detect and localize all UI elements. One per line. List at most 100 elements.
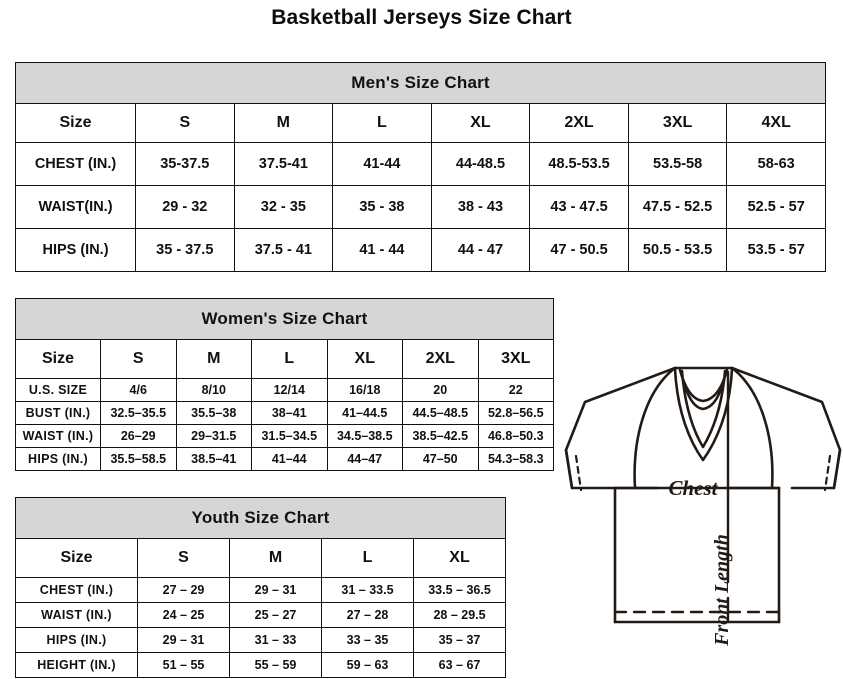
mens-hips-2xl: 47 - 50.5 <box>529 228 629 272</box>
womens-hips-m: 38.5–41 <box>175 447 252 471</box>
chest-measurement-label: Chest <box>668 476 718 500</box>
womens-bust-l: 38–41 <box>251 401 328 425</box>
mens-header-size: Size <box>15 103 136 143</box>
mens-chest-l: 41-44 <box>332 142 432 186</box>
youth-header-size: Size <box>15 538 138 578</box>
womens-header-s: S <box>100 339 177 379</box>
youth-header-row: Size S M L XL <box>15 538 507 578</box>
mens-waist-m: 32 - 35 <box>233 185 334 229</box>
womens-waist-l: 31.5–34.5 <box>251 424 328 448</box>
youth-row-label-waist: WAIST (IN.) <box>15 602 138 628</box>
womens-ussize-l: 12/14 <box>251 378 328 402</box>
womens-bust-2xl: 44.5–48.5 <box>402 401 479 425</box>
table-row: HEIGHT (IN.) 51 – 55 55 – 59 59 – 63 63 … <box>15 652 507 678</box>
youth-waist-xl: 28 – 29.5 <box>412 602 507 628</box>
mens-hips-s: 35 - 37.5 <box>135 228 235 272</box>
right-cuff-edge <box>832 448 842 490</box>
youth-band-row: Youth Size Chart <box>14 497 507 539</box>
mens-row-label-waist: WAIST(IN.) <box>15 185 136 229</box>
table-row: WAIST(IN.) 29 - 32 32 - 35 35 - 38 38 - … <box>15 185 826 229</box>
womens-waist-xl: 34.5–38.5 <box>326 424 403 448</box>
womens-header-xl: XL <box>326 339 403 379</box>
mens-header-4xl: 4XL <box>726 103 826 143</box>
mens-chest-xl: 44-48.5 <box>430 142 531 186</box>
youth-waist-m: 25 – 27 <box>229 602 322 628</box>
mens-size-chart-table: Men's Size Chart Size S M L XL 2XL 3XL 4… <box>15 62 826 272</box>
page-title: Basketball Jerseys Size Chart <box>271 6 572 29</box>
womens-hips-3xl: 54.3–58.3 <box>477 447 555 471</box>
womens-ussize-2xl: 20 <box>402 378 479 402</box>
womens-hips-l: 41–44 <box>251 447 328 471</box>
womens-bust-m: 35.5–38 <box>175 401 252 425</box>
left-armhole-seam <box>633 366 677 490</box>
table-row: U.S. SIZE 4/6 8/10 12/14 16/18 20 22 <box>15 378 555 402</box>
youth-row-label-hips: HIPS (IN.) <box>15 627 138 653</box>
mens-hips-3xl: 50.5 - 53.5 <box>627 228 728 272</box>
womens-bust-xl: 41–44.5 <box>326 401 403 425</box>
mens-waist-l: 35 - 38 <box>332 185 432 229</box>
youth-height-m: 55 – 59 <box>229 652 322 678</box>
youth-waist-s: 24 – 25 <box>137 602 230 628</box>
mens-waist-3xl: 47.5 - 52.5 <box>627 185 728 229</box>
womens-row-label-waist: WAIST (IN.) <box>15 424 101 448</box>
front-length-measurement-label: Front Length <box>711 534 733 647</box>
womens-band-row: Women's Size Chart <box>14 298 555 340</box>
womens-hips-2xl: 47–50 <box>402 447 479 471</box>
youth-row-label-height: HEIGHT (IN.) <box>15 652 138 678</box>
right-armhole-seam <box>730 366 774 490</box>
youth-row-label-chest: CHEST (IN.) <box>15 577 138 603</box>
mens-hips-xl: 44 - 47 <box>430 228 531 272</box>
table-row: CHEST (IN.) 35-37.5 37.5-41 41-44 44-48.… <box>15 142 826 186</box>
womens-ussize-s: 4/6 <box>100 378 177 402</box>
womens-ussize-m: 8/10 <box>175 378 252 402</box>
mens-header-m: M <box>233 103 334 143</box>
womens-ussize-3xl: 22 <box>477 378 555 402</box>
youth-height-xl: 63 – 67 <box>412 652 507 678</box>
mens-waist-4xl: 52.5 - 57 <box>726 185 826 229</box>
youth-hips-xl: 35 – 37 <box>412 627 507 653</box>
mens-header-l: L <box>332 103 432 143</box>
table-row: WAIST (IN.) 24 – 25 25 – 27 27 – 28 28 –… <box>15 602 507 628</box>
womens-header-size: Size <box>15 339 101 379</box>
left-cuff-stitch-dashed <box>574 454 583 492</box>
left-cuff-edge <box>564 448 574 490</box>
youth-hips-s: 29 – 31 <box>137 627 230 653</box>
mens-chest-3xl: 53.5-58 <box>627 142 728 186</box>
youth-size-chart-table: Youth Size Chart Size S M L XL CHEST (IN… <box>14 497 507 678</box>
mens-chest-2xl: 48.5-53.5 <box>529 142 629 186</box>
womens-header-row: Size S M L XL 2XL 3XL <box>15 339 555 379</box>
mens-band-row: Men's Size Chart <box>15 62 826 104</box>
womens-ussize-xl: 16/18 <box>326 378 403 402</box>
mens-hips-l: 41 - 44 <box>332 228 432 272</box>
womens-header-2xl: 2XL <box>402 339 479 379</box>
youth-header-m: M <box>229 538 322 578</box>
youth-hips-l: 33 – 35 <box>321 627 414 653</box>
womens-size-chart-table: Women's Size Chart Size S M L XL 2XL 3XL… <box>14 298 555 471</box>
womens-row-label-bust: BUST (IN.) <box>15 401 101 425</box>
table-row: HIPS (IN.) 35.5–58.5 38.5–41 41–44 44–47… <box>15 447 555 471</box>
womens-header-l: L <box>251 339 328 379</box>
mens-band-title: Men's Size Chart <box>15 62 826 104</box>
womens-row-label-hips: HIPS (IN.) <box>15 447 101 471</box>
table-row: CHEST (IN.) 27 – 29 29 – 31 31 – 33.5 33… <box>15 577 507 603</box>
womens-waist-3xl: 46.8–50.3 <box>477 424 555 448</box>
mens-chest-s: 35-37.5 <box>135 142 235 186</box>
vneck-inner-collar <box>680 369 727 449</box>
youth-chest-s: 27 – 29 <box>137 577 230 603</box>
mens-header-xl: XL <box>430 103 531 143</box>
womens-waist-2xl: 38.5–42.5 <box>402 424 479 448</box>
mens-waist-xl: 38 - 43 <box>430 185 531 229</box>
youth-band-title: Youth Size Chart <box>14 497 507 539</box>
mens-row-label-chest: CHEST (IN.) <box>15 142 136 186</box>
mens-header-s: S <box>135 103 235 143</box>
mens-header-3xl: 3XL <box>627 103 728 143</box>
table-row: WAIST (IN.) 26–29 29–31.5 31.5–34.5 34.5… <box>15 424 555 448</box>
mens-chest-m: 37.5-41 <box>233 142 334 186</box>
mens-waist-2xl: 43 - 47.5 <box>529 185 629 229</box>
mens-waist-s: 29 - 32 <box>135 185 235 229</box>
mens-header-2xl: 2XL <box>529 103 629 143</box>
youth-header-s: S <box>137 538 230 578</box>
collar-rib-upper <box>678 368 729 403</box>
youth-chest-l: 31 – 33.5 <box>321 577 414 603</box>
right-cuff-stitch-dashed <box>823 454 832 492</box>
